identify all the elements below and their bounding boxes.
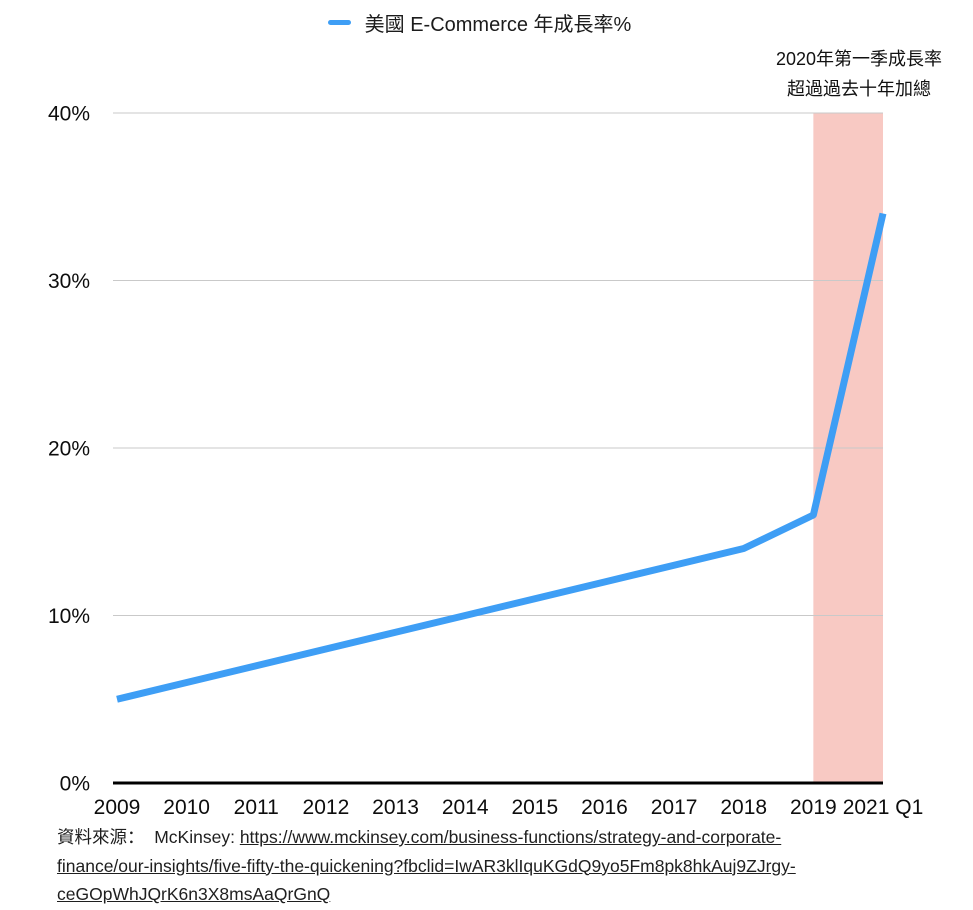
y-axis-label: 20% xyxy=(48,438,90,461)
legend-line-swatch xyxy=(327,20,351,25)
x-axis-label: 2017 xyxy=(651,796,698,819)
source-prefix: 資料來源： xyxy=(57,827,155,847)
x-axis-label: 2013 xyxy=(372,796,419,819)
chart-annotation: 2020年第一季成長率 超過過去十年加總 xyxy=(745,44,973,104)
source-attribution: McKinsey: xyxy=(154,827,240,847)
x-axis-label: 2014 xyxy=(442,796,489,819)
data-line-us-ecommerce-growth xyxy=(116,212,887,703)
annotation-line-2: 超過過去十年加總 xyxy=(787,79,931,99)
y-axis-label: 10% xyxy=(48,605,90,628)
y-axis-label: 0% xyxy=(60,773,90,796)
x-axis-label: 2019 xyxy=(790,796,837,819)
x-axis-label: 2018 xyxy=(720,796,767,819)
x-axis-label: 2012 xyxy=(303,796,350,819)
x-axis-label: 2015 xyxy=(511,796,558,819)
x-axis-label: 2011 xyxy=(234,796,279,819)
x-axis-label: 2010 xyxy=(163,796,210,819)
y-axis-label: 30% xyxy=(48,270,90,293)
legend-label: 美國 E-Commerce 年成長率% xyxy=(364,14,632,36)
source-note: 資料來源： McKinsey: https://www.mckinsey.com… xyxy=(57,823,927,909)
x-axis-label: 2009 xyxy=(94,796,141,819)
source-link[interactable]: https://www.mckinsey.com/business-functi… xyxy=(57,827,796,905)
x-axis-label: 2021 Q1 xyxy=(843,796,924,819)
chart-legend: 美國 E-Commerce 年成長率% xyxy=(0,8,966,37)
x-axis-label: 2016 xyxy=(581,796,628,819)
annotation-line-1: 2020年第一季成長率 xyxy=(775,49,943,69)
y-axis-label: 40% xyxy=(48,103,90,126)
